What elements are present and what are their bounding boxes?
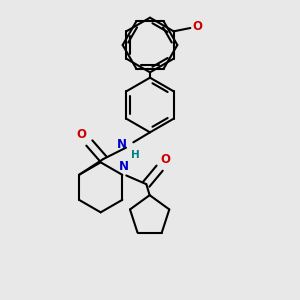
Text: N: N [117,139,127,152]
Text: O: O [160,153,170,166]
Text: O: O [77,128,87,141]
Text: N: N [119,160,129,173]
Text: H: H [131,150,140,160]
Text: O: O [193,20,203,34]
